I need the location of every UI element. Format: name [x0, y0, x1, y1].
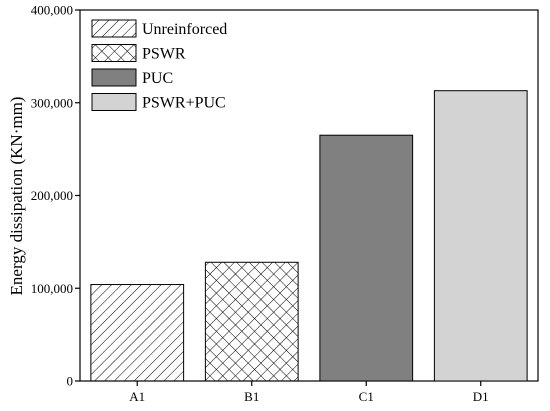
- y-tick-label: 0: [67, 374, 74, 389]
- bar-d1: [433, 90, 528, 382]
- bar-a1: [90, 284, 185, 382]
- legend-label: PUC: [142, 70, 173, 87]
- x-tick-label: A1: [129, 389, 145, 404]
- y-tick-label: 100,000: [31, 281, 73, 296]
- legend-swatch: [91, 68, 137, 87]
- y-tick-label: 400,000: [31, 3, 73, 18]
- legend-label: PSWR: [142, 46, 186, 63]
- y-axis-title: Energy dissipation (KN·mm): [7, 97, 26, 296]
- bar-c1: [319, 134, 414, 382]
- bar-b1: [204, 261, 299, 382]
- x-tick-label: D1: [473, 389, 489, 404]
- x-tick-label: C1: [359, 389, 374, 404]
- y-tick-label: 200,000: [31, 188, 73, 203]
- x-tick-label: B1: [244, 389, 259, 404]
- legend-swatch: [91, 44, 137, 62]
- legend-label: Unreinforced: [142, 21, 227, 38]
- legend-swatch: [91, 19, 137, 38]
- legend-label: PSWR+PUC: [142, 95, 226, 112]
- legend-swatch: [91, 93, 137, 111]
- y-tick-label: 300,000: [31, 95, 73, 110]
